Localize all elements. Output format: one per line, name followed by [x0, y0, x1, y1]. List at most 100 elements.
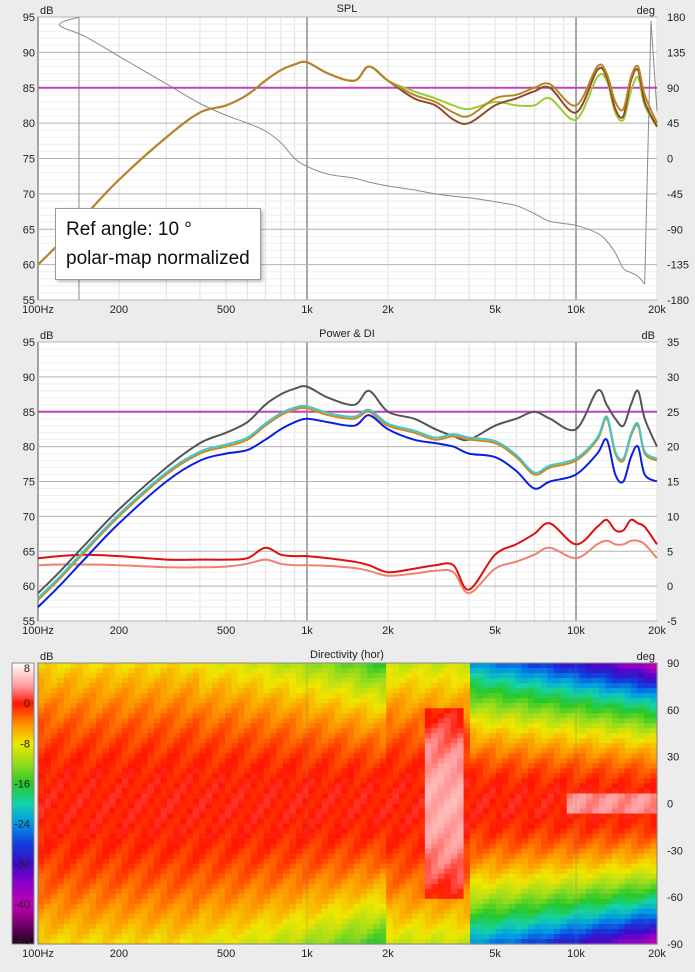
- heatmap-cell: [38, 803, 46, 810]
- heatmap-cell: [141, 798, 149, 805]
- heatmap-cell: [295, 813, 303, 820]
- heatmap-cell: [405, 863, 413, 870]
- heatmap-cell: [566, 678, 574, 684]
- heatmap-cell: [192, 893, 200, 900]
- heatmap-cell: [70, 913, 78, 920]
- heatmap-cell: [424, 733, 432, 739]
- heatmap-cell: [489, 668, 497, 674]
- heatmap-cell: [283, 678, 291, 684]
- heatmap-cell: [341, 933, 349, 940]
- heatmap-cell: [121, 663, 129, 669]
- heatmap-cell: [579, 763, 587, 769]
- heatmap-cell: [302, 883, 310, 890]
- heatmap-cell: [50, 828, 58, 835]
- heatmap-cell: [108, 908, 116, 915]
- heatmap-cell: [405, 723, 413, 729]
- heatmap-cell: [502, 863, 510, 870]
- heatmap-cell: [431, 898, 439, 905]
- heatmap-cell: [141, 748, 149, 754]
- heatmap-cell: [76, 763, 84, 769]
- heatmap-cell: [328, 718, 336, 724]
- heatmap-cell: [121, 903, 129, 910]
- heatmap-cell: [341, 793, 349, 800]
- heatmap-cell: [444, 778, 452, 785]
- heatmap-cell: [231, 748, 239, 754]
- heatmap-cell: [328, 928, 336, 935]
- y-tick-label: 75: [23, 154, 35, 166]
- heatmap-cell: [373, 798, 381, 805]
- heatmap-cell: [212, 893, 220, 900]
- heatmap-cell: [470, 783, 478, 790]
- heatmap-cell: [166, 693, 175, 699]
- heatmap-cell: [405, 698, 413, 704]
- heatmap-cell: [540, 918, 548, 925]
- heatmap-cell: [38, 738, 46, 744]
- heatmap-cell: [515, 688, 523, 694]
- heatmap-cell: [218, 833, 226, 840]
- heatmap-cell: [347, 748, 355, 754]
- heatmap-cell: [250, 798, 258, 805]
- heatmap-cell: [44, 758, 52, 764]
- heatmap-cell: [115, 828, 123, 835]
- heatmap-cell: [121, 908, 129, 915]
- heatmap-cell: [560, 783, 568, 790]
- heatmap-cell: [366, 918, 374, 925]
- heatmap-cell: [521, 663, 529, 669]
- heatmap-cell: [250, 828, 258, 835]
- heatmap-cell: [276, 873, 284, 880]
- heatmap-cell: [586, 668, 594, 674]
- heatmap-cell: [399, 813, 407, 820]
- heatmap-cell: [250, 768, 258, 774]
- heatmap-cell: [154, 688, 162, 694]
- heatmap-cell: [250, 898, 258, 905]
- heatmap-cell: [334, 883, 342, 890]
- heatmap-cell: [212, 878, 220, 885]
- heatmap-cell: [154, 763, 162, 769]
- heatmap-cell: [57, 683, 65, 689]
- heatmap-cell: [424, 778, 432, 785]
- heatmap-cell: [560, 828, 568, 835]
- heatmap-cell: [283, 858, 291, 865]
- heatmap-cell: [411, 773, 420, 780]
- heatmap-cell: [360, 743, 368, 749]
- heatmap-cell: [154, 678, 162, 684]
- heatmap-cell: [553, 918, 561, 925]
- heatmap-cell: [315, 703, 323, 709]
- heatmap-cell: [44, 788, 52, 795]
- heatmap-cell: [186, 878, 194, 885]
- heatmap-cell: [341, 818, 349, 825]
- heatmap-cell: [96, 878, 104, 885]
- heatmap-cell: [508, 883, 516, 890]
- heatmap-cell: [199, 873, 207, 880]
- heatmap-cell: [495, 773, 503, 780]
- heatmap-cell: [147, 893, 155, 900]
- heatmap-cell: [566, 768, 574, 774]
- heatmap-cell: [444, 753, 452, 759]
- heatmap-cell: [431, 713, 439, 719]
- heatmap-cell: [63, 813, 71, 820]
- heatmap-cell: [231, 858, 239, 865]
- heatmap-cell: [257, 933, 265, 940]
- heatmap-cell: [134, 908, 142, 915]
- heatmap-cell: [386, 663, 394, 669]
- heatmap-cell: [560, 853, 568, 860]
- heatmap-cell: [289, 818, 297, 825]
- heatmap-cell: [321, 668, 329, 674]
- heatmap-cell: [38, 723, 46, 729]
- heatmap-cell: [553, 673, 561, 679]
- heatmap-cell: [495, 793, 503, 800]
- heatmap-cell: [534, 718, 542, 724]
- heatmap-cell: [147, 723, 155, 729]
- heatmap-cell: [173, 838, 181, 845]
- heatmap-cell: [321, 863, 329, 870]
- heatmap-cell: [457, 883, 465, 890]
- heatmap-cell: [263, 868, 271, 875]
- heatmap-cell: [179, 693, 187, 699]
- heatmap-cell: [50, 728, 58, 734]
- heatmap-cell: [179, 908, 187, 915]
- heatmap-cell: [547, 773, 555, 780]
- heatmap-cell: [224, 703, 233, 709]
- heatmap-cell: [373, 858, 381, 865]
- heatmap-cell: [579, 828, 587, 835]
- heatmap-cell: [121, 778, 129, 785]
